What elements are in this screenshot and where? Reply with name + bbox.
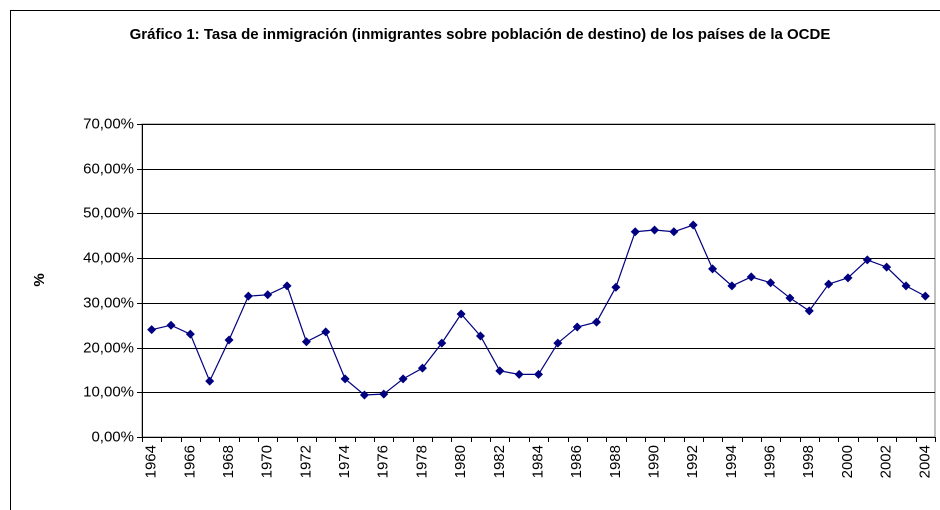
chart-title: Gráfico 1: Tasa de inmigración (inmigran…	[129, 26, 831, 43]
y-tick-label: 60,00%	[83, 160, 134, 177]
marker	[166, 320, 176, 330]
y-tick-label: 20,00%	[83, 339, 134, 356]
marker	[746, 272, 756, 282]
marker	[572, 322, 582, 332]
marker	[534, 369, 543, 379]
y-tick-label: 70,00%	[83, 115, 134, 132]
x-tick-label: 1974	[336, 445, 353, 478]
marker	[592, 317, 602, 327]
chart-frame	[10, 10, 940, 510]
x-tick-label: 1982	[491, 445, 508, 478]
marker	[379, 389, 389, 399]
marker	[437, 338, 447, 348]
marker	[185, 329, 195, 339]
marker	[495, 366, 505, 376]
marker	[456, 309, 466, 319]
y-tick-label: 0,00%	[91, 428, 134, 445]
x-tick-label: 1964	[143, 445, 160, 478]
marker	[630, 227, 640, 237]
y-tick-label: 50,00%	[83, 204, 134, 221]
marker	[243, 291, 253, 301]
marker	[766, 278, 776, 288]
marker	[417, 363, 427, 373]
marker	[688, 220, 698, 230]
y-axis-label: %	[31, 273, 48, 286]
marker	[263, 290, 273, 300]
marker	[882, 262, 892, 272]
x-tick-label: 1976	[375, 445, 392, 478]
marker	[650, 225, 660, 235]
marker	[514, 369, 524, 379]
x-tick-label: 1968	[220, 445, 237, 478]
y-tick-label: 30,00%	[83, 294, 134, 311]
marker	[301, 337, 311, 347]
marker	[862, 255, 872, 265]
marker	[669, 227, 679, 237]
x-tick-label: 1984	[529, 445, 546, 478]
x-tick-label: 2000	[839, 445, 856, 478]
marker	[398, 374, 408, 384]
marker	[475, 331, 485, 341]
x-tick-label: 1990	[646, 445, 663, 478]
plot-area	[141, 123, 936, 438]
marker	[824, 279, 834, 289]
marker	[553, 338, 563, 348]
x-tick-label: 1996	[762, 445, 779, 478]
marker	[611, 282, 621, 292]
x-tick-label: 1992	[684, 445, 701, 478]
x-tick-label: 1998	[800, 445, 817, 478]
marker	[147, 325, 157, 335]
marker	[321, 327, 331, 337]
x-tick-label: 1978	[413, 445, 430, 478]
x-tick-label: 1970	[259, 445, 276, 478]
marker	[785, 293, 795, 303]
marker	[224, 335, 234, 345]
y-tick-label: 40,00%	[83, 249, 134, 266]
marker	[708, 264, 718, 274]
x-tick-label: 1986	[568, 445, 585, 478]
x-tick-label: 2002	[878, 445, 895, 478]
marker	[282, 281, 292, 291]
x-tick-label: 1988	[607, 445, 624, 478]
x-tick-label: 1966	[181, 445, 198, 478]
marker	[901, 281, 911, 291]
marker	[920, 291, 930, 301]
x-tick-label: 1972	[297, 445, 314, 478]
y-tick-label: 10,00%	[83, 383, 134, 400]
marker	[804, 306, 814, 316]
x-tick-label: 1980	[452, 445, 469, 478]
x-tick-label: 2004	[916, 445, 933, 478]
marker	[843, 273, 853, 283]
marker	[340, 374, 350, 384]
x-tick-label: 1994	[723, 445, 740, 478]
marker	[359, 390, 369, 400]
marker	[205, 376, 215, 386]
marker	[727, 281, 737, 291]
